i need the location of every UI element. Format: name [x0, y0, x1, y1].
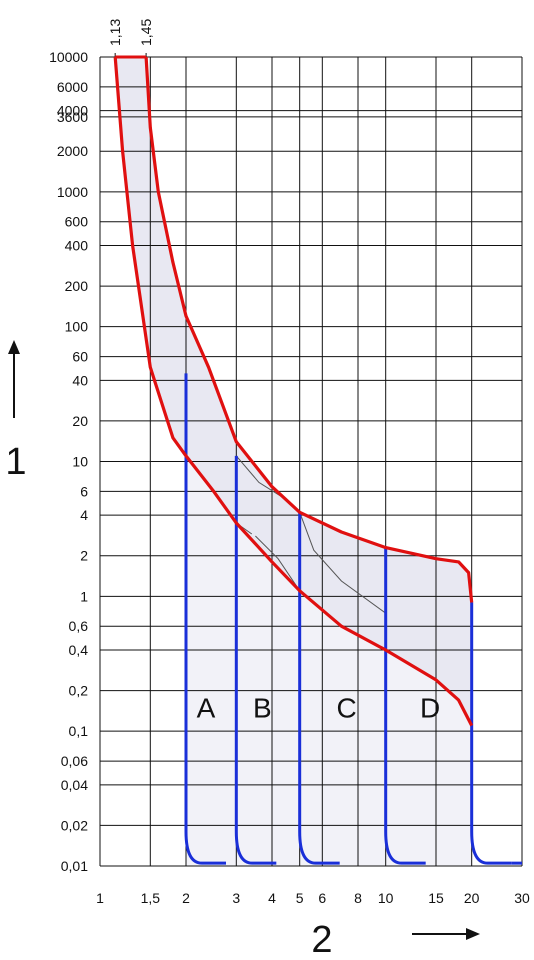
y-tick-label: 600 — [65, 214, 89, 230]
x-tick-label: 10 — [378, 890, 394, 906]
y-tick-label: 0,4 — [69, 642, 89, 658]
y-tick-label: 0,01 — [61, 858, 88, 874]
y-tick-label: 60 — [72, 349, 88, 365]
zone-label-A: A — [197, 692, 216, 723]
y-tick-label: 200 — [65, 278, 89, 294]
y-tick-label: 1000 — [57, 184, 88, 200]
y-tick-label: 10000 — [49, 49, 88, 65]
y-tick-label: 0,04 — [61, 777, 88, 793]
top-label: 1,45 — [138, 19, 154, 46]
y-tick-label: 6000 — [57, 79, 88, 95]
y-tick-label: 1 — [80, 588, 88, 604]
y-tick-label: 2 — [80, 548, 88, 564]
x-tick-label: 1 — [96, 890, 104, 906]
x-tick-label: 8 — [354, 890, 362, 906]
curves — [113, 55, 522, 865]
y-axis-arrowhead — [8, 340, 20, 354]
y-tick-label: 400 — [65, 237, 89, 253]
y-tick-label: 10 — [72, 454, 88, 470]
magnetic-trip-C — [298, 512, 340, 865]
y-tick-label: 20 — [72, 413, 88, 429]
y-tick-label: 0,2 — [69, 683, 89, 699]
zone-fills — [115, 57, 472, 866]
x-tick-label: 20 — [464, 890, 480, 906]
magnetic-trip-D-max — [470, 602, 512, 865]
thermal-curve-upper — [144, 56, 474, 603]
transition-curve-1 — [299, 512, 386, 614]
thermal-curve-lower — [113, 56, 474, 727]
tolerance-band — [115, 57, 472, 726]
magnetic-trip-B — [234, 455, 277, 865]
x-axis-arrowhead — [466, 928, 480, 940]
y-tick-label: 0,6 — [69, 618, 89, 634]
x-tick-label: 6 — [318, 890, 326, 906]
y-tick-label: 100 — [65, 319, 89, 335]
x-tick-label: 2 — [182, 890, 190, 906]
x-tick-label: 4 — [268, 890, 276, 906]
x-tick-label: 15 — [428, 890, 444, 906]
y-tick-label: 40 — [72, 372, 88, 388]
x-tick-label: 5 — [296, 890, 304, 906]
top-label: 1,13 — [107, 19, 123, 46]
zone-label-C: C — [337, 692, 357, 723]
transition-curve-3 — [255, 535, 301, 592]
zone-label-B: B — [253, 692, 272, 723]
y-tick-label: 6 — [80, 483, 88, 499]
y-tick-label: 4000 — [57, 103, 88, 119]
y-tick-label: 4 — [80, 507, 88, 523]
x-tick-label: 30 — [514, 890, 530, 906]
y-tick-label: 3600 — [57, 109, 88, 125]
magnetic-trip-D — [384, 547, 426, 865]
y-tick-label: 0,06 — [61, 753, 88, 769]
magnetic-trip-A — [184, 373, 227, 865]
zone-label-D: D — [420, 692, 440, 723]
y-tick-label: 2000 — [57, 143, 88, 159]
x-tick-label: 1,5 — [141, 890, 161, 906]
y-axis-label: 1 — [5, 441, 26, 483]
y-tick-label: 0,02 — [61, 817, 88, 833]
y-tick-label: 0,1 — [69, 723, 89, 739]
x-tick-label: 3 — [232, 890, 240, 906]
x-axis-label: 2 — [311, 919, 332, 960]
